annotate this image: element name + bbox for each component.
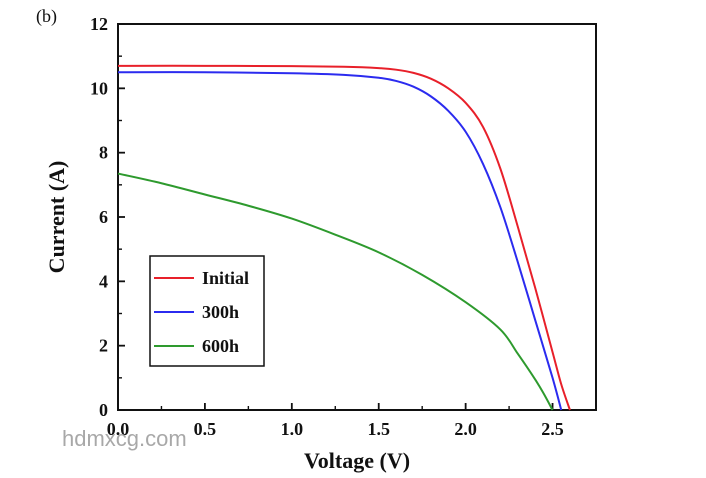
x-tick-label: 1.5: [367, 419, 390, 439]
x-tick-labels: 0.0 0.5 1.0 1.5 2.0 2.5: [107, 419, 564, 439]
x-tick-label: 0.5: [194, 419, 217, 439]
x-tick-label: 0.0: [107, 419, 130, 439]
y-tick-label: 4: [99, 271, 108, 291]
series-line-600h: [117, 172, 554, 411]
y-tick-label: 10: [90, 78, 108, 98]
legend: Initial 300h 600h: [149, 255, 265, 367]
x-axis-title: Voltage (V): [304, 448, 410, 473]
legend-label-initial: Initial: [202, 268, 249, 288]
panel-label: (b): [36, 6, 57, 27]
y-tick-label: 12: [90, 14, 108, 34]
plot-area: [117, 23, 597, 411]
watermark: hdmxcg.com: [62, 426, 187, 451]
y-axis-title: Current (A): [44, 161, 69, 274]
tick-marks: [117, 23, 554, 411]
series-line-initial: [117, 64, 571, 411]
legend-label-600h: 600h: [202, 336, 239, 356]
series-lines: [117, 64, 571, 411]
y-tick-labels: 0 2 4 6 8 10 12: [90, 14, 108, 420]
x-tick-label: 1.0: [281, 419, 304, 439]
series-line-300h: [117, 71, 563, 411]
legend-items: Initial 300h 600h: [154, 268, 249, 356]
y-tick-label: 2: [99, 336, 108, 356]
y-tick-label: 6: [99, 207, 108, 227]
legend-label-300h: 300h: [202, 302, 239, 322]
x-tick-label: 2.0: [454, 419, 477, 439]
y-tick-label: 0: [99, 400, 108, 420]
y-tick-label: 8: [99, 143, 108, 163]
x-tick-label: 2.5: [541, 419, 564, 439]
